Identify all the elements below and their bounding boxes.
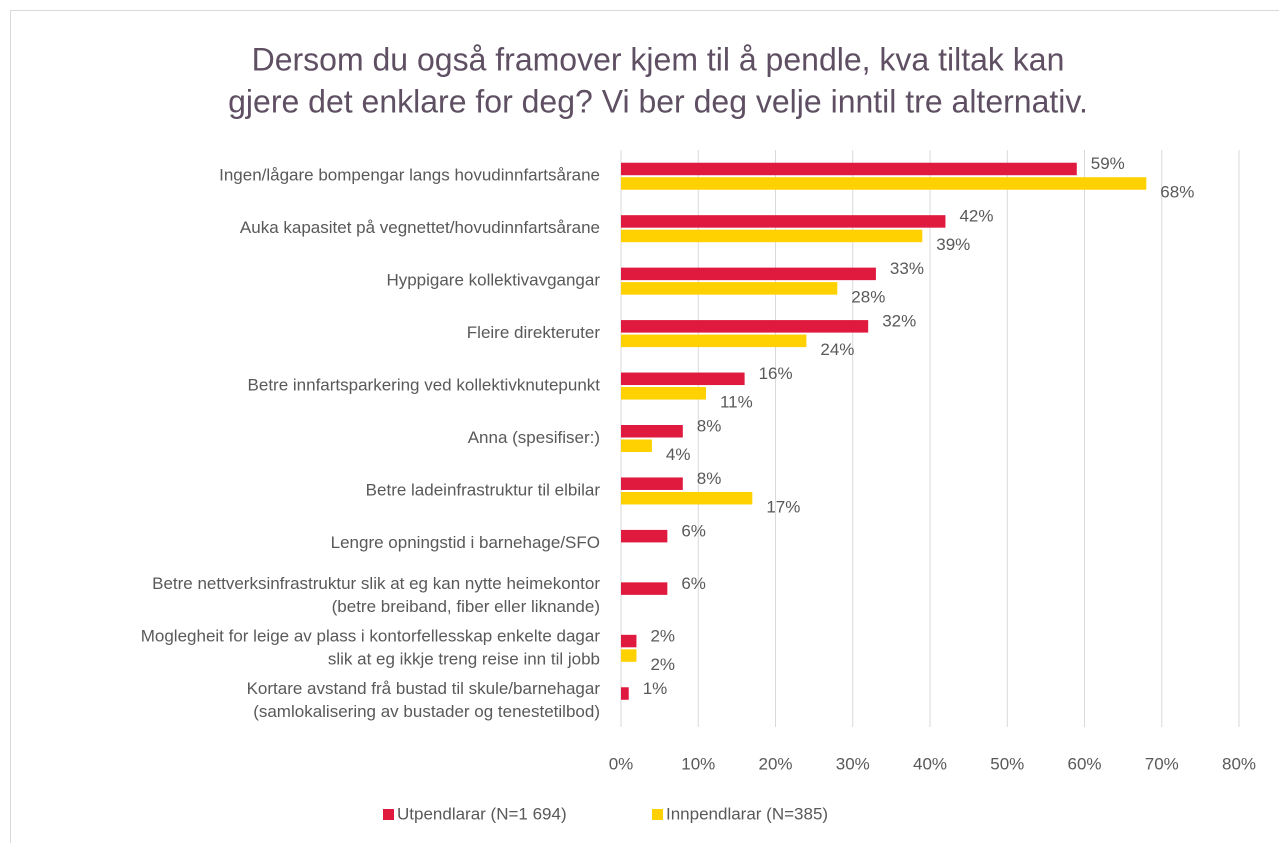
bar xyxy=(621,282,838,295)
value-label: 8% xyxy=(697,469,722,488)
bar xyxy=(621,529,668,543)
bar xyxy=(621,387,706,400)
bar xyxy=(621,229,923,243)
y-tick-label: Hyppigare kollektivavgangar xyxy=(386,271,600,290)
chart-frame xyxy=(10,10,1279,843)
value-label: 39% xyxy=(936,235,970,254)
x-tick-label: 30% xyxy=(836,754,870,773)
y-tick-label: Kortare avstand frå bustad til skule/bar… xyxy=(247,679,601,698)
value-label: 6% xyxy=(681,521,706,540)
y-tick-label: Betre nettverksinfrastruktur slik at eg … xyxy=(152,574,600,593)
value-label: 2% xyxy=(650,626,675,645)
bar xyxy=(621,425,683,438)
chart-title: Dersom du også framover kjem til å pendl… xyxy=(252,41,1065,77)
value-label: 11% xyxy=(720,393,753,412)
bar xyxy=(621,267,876,281)
x-tick-label: 50% xyxy=(990,754,1024,773)
value-label: 8% xyxy=(697,416,722,435)
x-tick-label: 40% xyxy=(913,754,947,773)
legend-swatch xyxy=(652,809,663,820)
x-tick-label: 70% xyxy=(1145,754,1179,773)
x-tick-label: 20% xyxy=(758,754,792,773)
y-tick-label: slik at eg ikkje treng reise inn til job… xyxy=(328,649,600,668)
y-tick-label: Auka kapasitet på vegnettet/hovudinnfart… xyxy=(240,218,600,237)
value-label: 16% xyxy=(759,364,793,383)
bar xyxy=(621,634,637,648)
bar xyxy=(621,177,1147,190)
value-label: 32% xyxy=(882,312,916,331)
y-tick-label: Ingen/lågare bompengar langs hovudinnfar… xyxy=(219,166,600,185)
bar xyxy=(621,477,683,490)
value-label: 28% xyxy=(851,288,885,307)
bar xyxy=(621,162,1077,176)
bar xyxy=(621,372,745,386)
x-tick-label: 10% xyxy=(681,754,715,773)
legend-label: Utpendlarar (N=1 694) xyxy=(397,804,567,823)
legend-swatch xyxy=(383,809,394,820)
value-label: 2% xyxy=(650,655,675,674)
y-tick-label: Fleire direkteruter xyxy=(467,323,601,342)
bar xyxy=(621,334,807,348)
bar xyxy=(621,649,637,662)
value-label: 4% xyxy=(666,445,691,464)
value-label: 59% xyxy=(1091,154,1125,173)
x-tick-label: 0% xyxy=(609,754,634,773)
legend-label: Innpendlarar (N=385) xyxy=(666,804,828,823)
value-label: 68% xyxy=(1160,183,1194,202)
y-tick-label: Moglegheit for leige av plass i kontorfe… xyxy=(141,626,601,645)
value-label: 24% xyxy=(820,340,854,359)
y-tick-label: (samlokalisering av bustader og tenestet… xyxy=(253,702,600,721)
value-label: 6% xyxy=(681,574,706,593)
y-tick-label: Lengre opningstid i barnehage/SFO xyxy=(331,533,600,552)
bar xyxy=(621,582,668,595)
y-tick-label: (betre breiband, fiber eller liknande) xyxy=(332,597,600,616)
value-label: 42% xyxy=(959,207,993,226)
value-label: 17% xyxy=(766,497,800,516)
value-label: 33% xyxy=(890,259,924,278)
y-tick-label: Betre ladeinfrastruktur til elbilar xyxy=(366,480,601,499)
bar xyxy=(621,491,753,505)
x-tick-label: 80% xyxy=(1222,754,1256,773)
chart-title: gjere det enklare for deg? Vi ber deg ve… xyxy=(228,83,1088,119)
bar xyxy=(621,687,629,700)
x-tick-label: 60% xyxy=(1067,754,1101,773)
bar xyxy=(621,215,946,228)
y-tick-label: Betre innfartsparkering ved kollektivknu… xyxy=(248,376,601,395)
y-tick-label: Anna (spesifiser:) xyxy=(468,428,600,447)
value-label: 1% xyxy=(643,679,668,698)
bar xyxy=(621,439,652,452)
bar xyxy=(621,320,869,333)
